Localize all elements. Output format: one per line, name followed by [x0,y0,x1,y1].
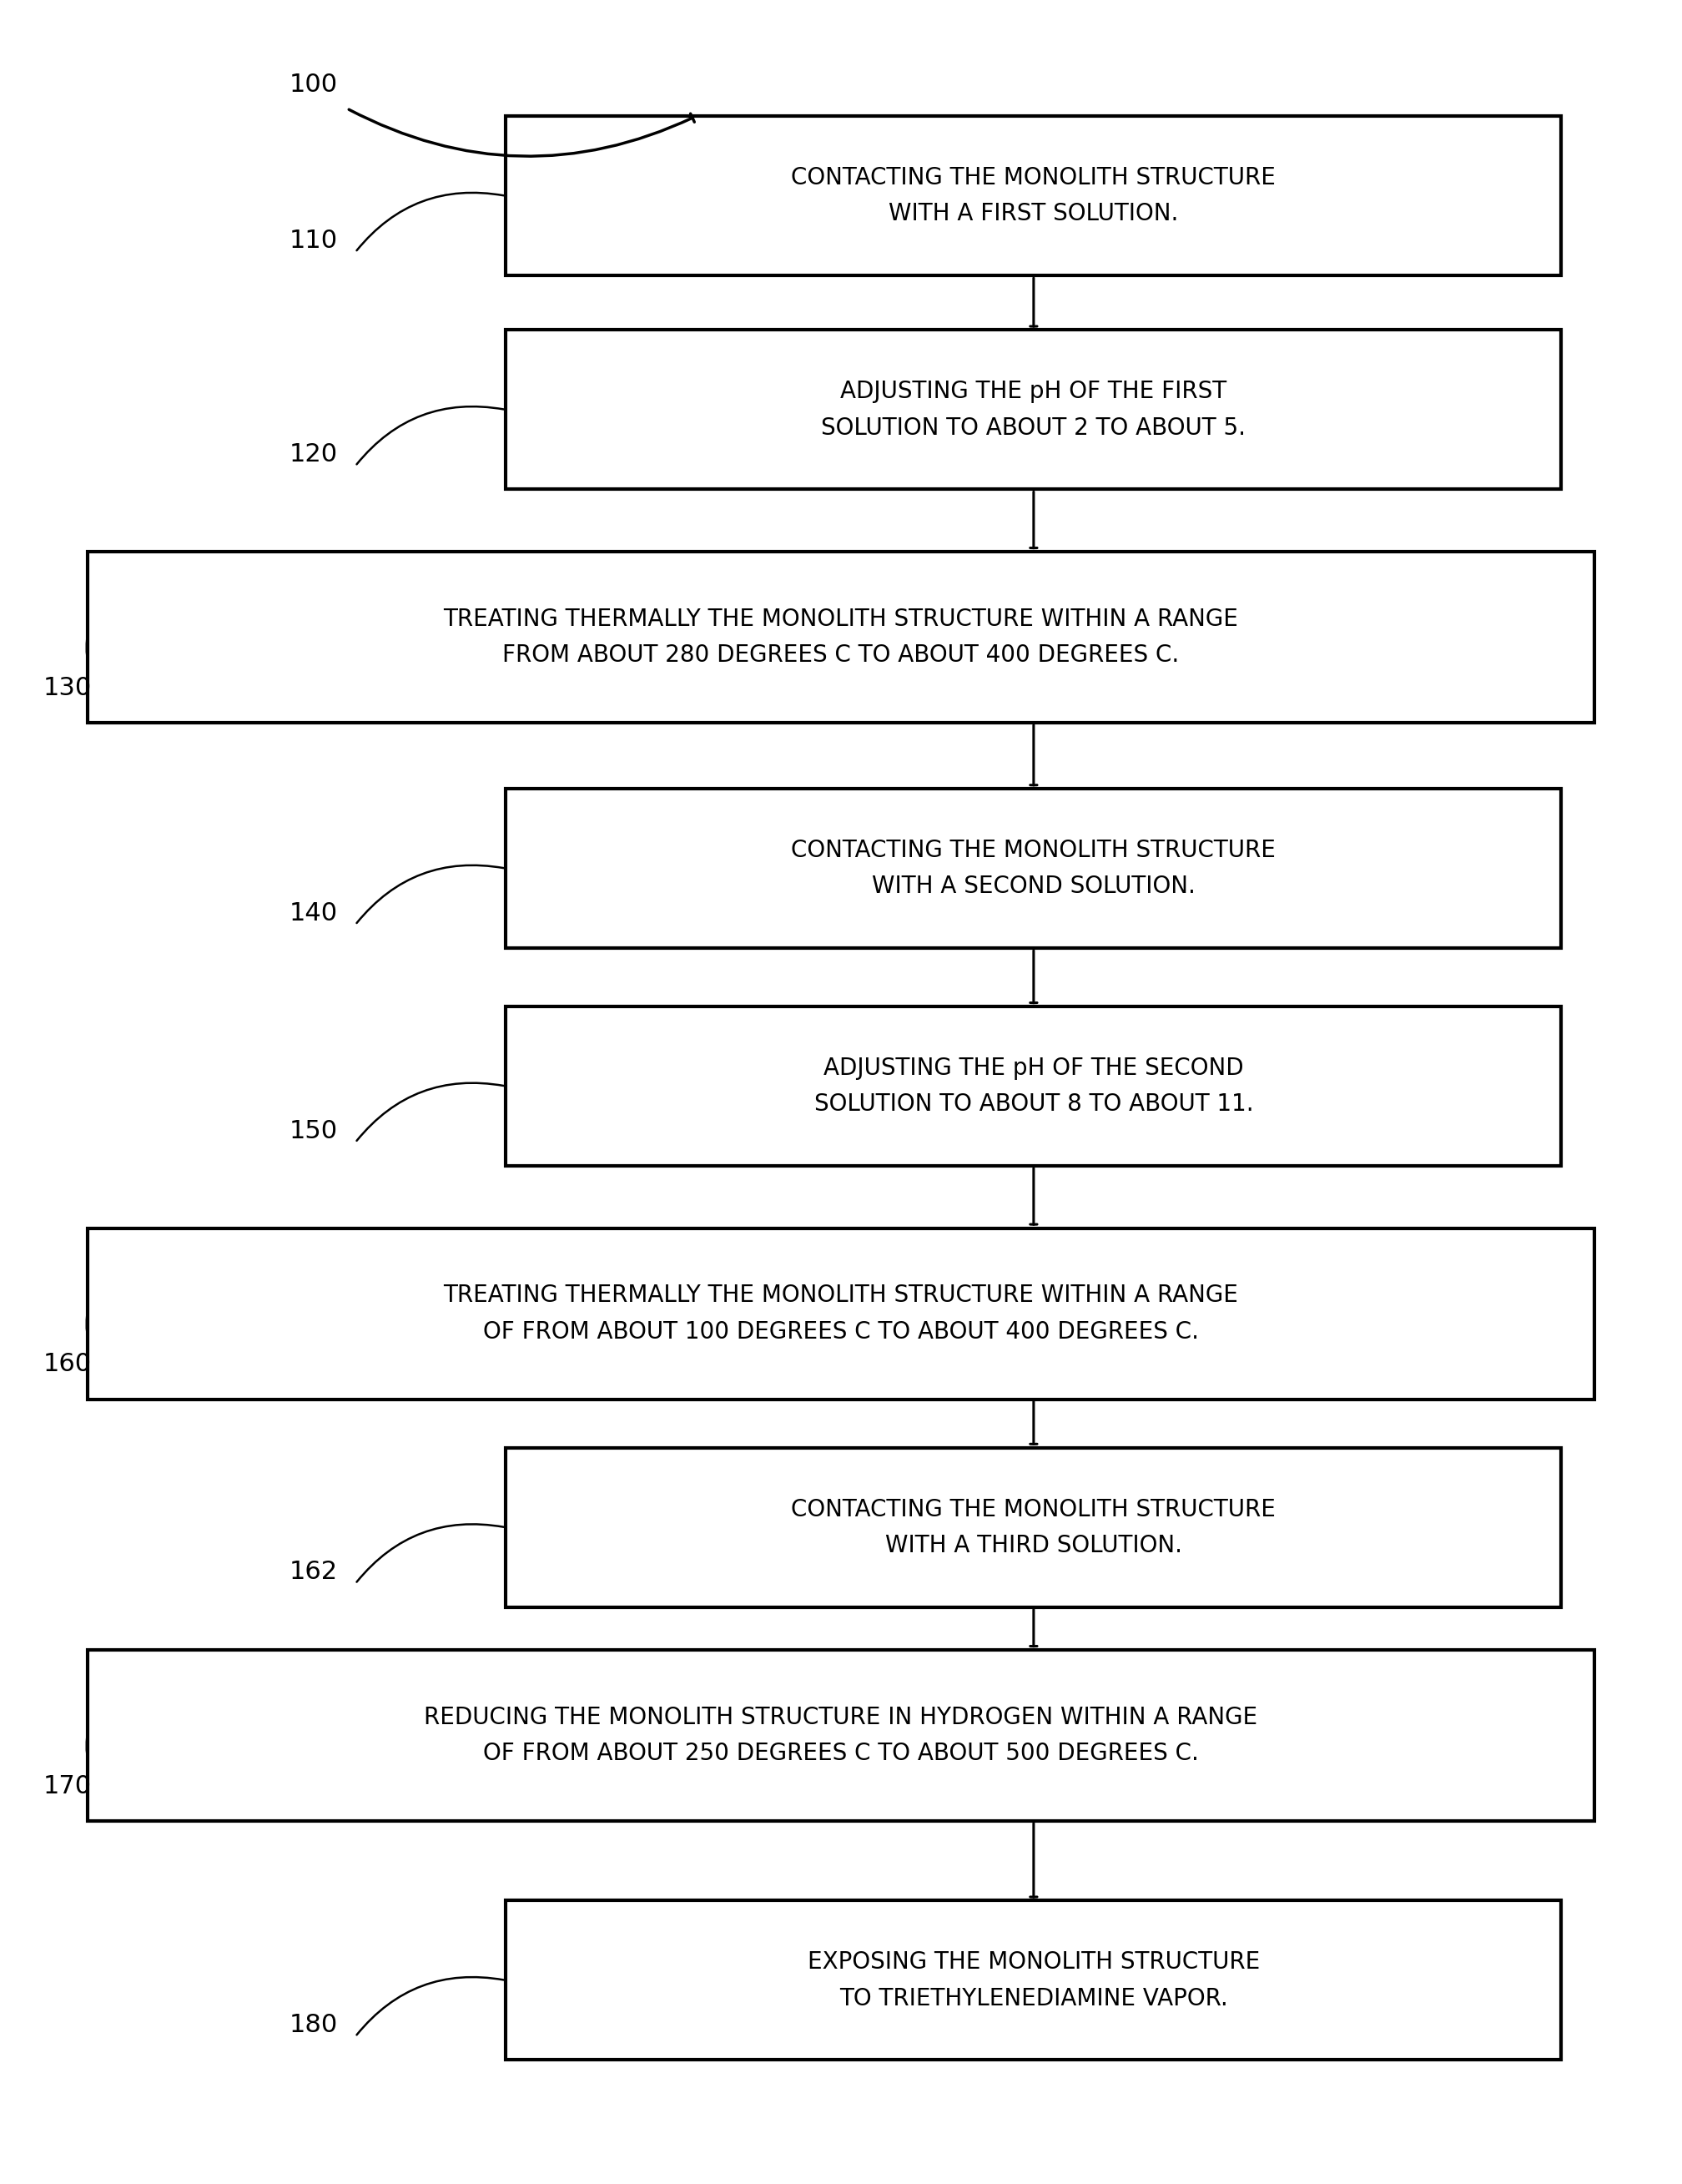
Text: ADJUSTING THE pH OF THE FIRST
SOLUTION TO ABOUT 2 TO ABOUT 5.: ADJUSTING THE pH OF THE FIRST SOLUTION T… [821,380,1246,439]
Text: 180: 180 [289,2014,338,2038]
Text: 170: 170 [42,1773,91,1797]
FancyBboxPatch shape [506,1900,1561,2060]
FancyBboxPatch shape [506,1007,1561,1166]
Text: TREATING THERMALLY THE MONOLITH STRUCTURE WITHIN A RANGE
FROM ABOUT 280 DEGREES : TREATING THERMALLY THE MONOLITH STRUCTUR… [444,607,1238,666]
FancyBboxPatch shape [87,1227,1595,1400]
Text: CONTACTING THE MONOLITH STRUCTURE
WITH A SECOND SOLUTION.: CONTACTING THE MONOLITH STRUCTURE WITH A… [791,839,1277,898]
Text: 150: 150 [289,1118,338,1142]
Text: CONTACTING THE MONOLITH STRUCTURE
WITH A THIRD SOLUTION.: CONTACTING THE MONOLITH STRUCTURE WITH A… [791,1498,1277,1557]
Text: 110: 110 [289,229,338,253]
Text: TREATING THERMALLY THE MONOLITH STRUCTURE WITHIN A RANGE
OF FROM ABOUT 100 DEGRE: TREATING THERMALLY THE MONOLITH STRUCTUR… [444,1284,1238,1343]
FancyBboxPatch shape [506,1448,1561,1607]
Text: REDUCING THE MONOLITH STRUCTURE IN HYDROGEN WITHIN A RANGE
OF FROM ABOUT 250 DEG: REDUCING THE MONOLITH STRUCTURE IN HYDRO… [424,1706,1258,1765]
Text: 162: 162 [289,1559,338,1583]
Text: 100: 100 [289,72,338,98]
Text: 140: 140 [289,902,338,926]
Text: 160: 160 [42,1352,91,1376]
FancyBboxPatch shape [87,553,1595,723]
Text: 130: 130 [42,675,91,699]
Text: EXPOSING THE MONOLITH STRUCTURE
TO TRIETHYLENEDIAMINE VAPOR.: EXPOSING THE MONOLITH STRUCTURE TO TRIET… [807,1950,1260,2009]
FancyBboxPatch shape [87,1649,1595,1821]
Text: ADJUSTING THE pH OF THE SECOND
SOLUTION TO ABOUT 8 TO ABOUT 11.: ADJUSTING THE pH OF THE SECOND SOLUTION … [814,1057,1253,1116]
Text: CONTACTING THE MONOLITH STRUCTURE
WITH A FIRST SOLUTION.: CONTACTING THE MONOLITH STRUCTURE WITH A… [791,166,1277,225]
Text: 120: 120 [289,443,338,467]
FancyBboxPatch shape [506,116,1561,275]
FancyBboxPatch shape [506,330,1561,489]
FancyBboxPatch shape [506,788,1561,948]
